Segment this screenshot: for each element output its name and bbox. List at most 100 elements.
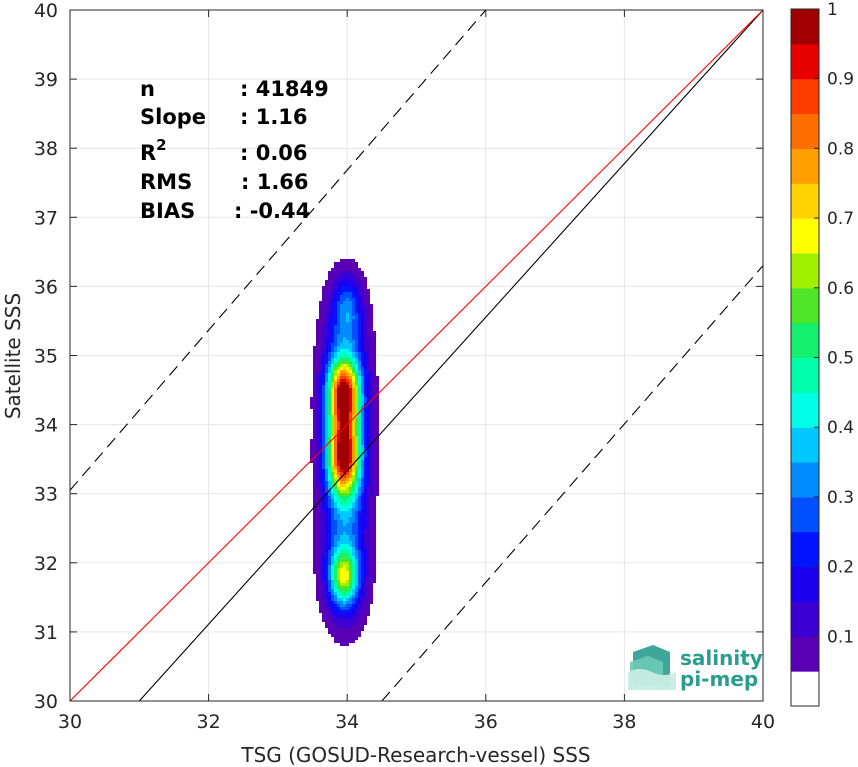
contour-cell — [328, 592, 331, 595]
colorbar-tick-label: 0.2 — [827, 558, 854, 578]
contour-cell — [376, 382, 379, 385]
colorbar-segment — [791, 636, 819, 672]
contour-cell — [319, 334, 322, 337]
contour-cell — [364, 451, 367, 454]
contour-cell — [328, 535, 331, 538]
contour-cell — [352, 412, 355, 415]
contour-cell — [364, 445, 367, 448]
contour-cell — [337, 475, 340, 478]
contour-cell — [352, 586, 355, 589]
contour-cell — [376, 406, 379, 409]
contour-cell — [370, 454, 373, 457]
contour-cell — [322, 352, 325, 355]
contour-cell — [319, 571, 322, 574]
contour-cell — [328, 322, 331, 325]
contour-cell — [331, 328, 334, 331]
contour-cell — [349, 487, 352, 490]
contour-cell — [373, 565, 376, 568]
contour-cell — [337, 388, 340, 391]
contour-cell — [313, 469, 316, 472]
contour-cell — [316, 511, 319, 514]
contour-cell — [346, 382, 349, 385]
contour-cell — [340, 274, 343, 277]
contour-cell — [343, 457, 346, 460]
contour-cell — [331, 460, 334, 463]
contour-cell — [319, 511, 322, 514]
contour-cell — [376, 457, 379, 460]
contour-cell — [334, 271, 337, 274]
contour-cell — [346, 337, 349, 340]
contour-cell — [322, 484, 325, 487]
contour-cell — [334, 385, 337, 388]
contour-cell — [325, 475, 328, 478]
contour-cell — [358, 520, 361, 523]
contour-cell — [343, 343, 346, 346]
contour-cell — [322, 460, 325, 463]
contour-cell — [313, 373, 316, 376]
contour-cell — [358, 628, 361, 631]
contour-cell — [352, 355, 355, 358]
contour-cell — [328, 277, 331, 280]
contour-cell — [367, 541, 370, 544]
contour-cell — [361, 589, 364, 592]
contour-cell — [349, 640, 352, 643]
contour-cell — [361, 625, 364, 628]
contour-cell — [343, 502, 346, 505]
contour-cell — [313, 478, 316, 481]
contour-cell — [328, 616, 331, 619]
contour-cell — [337, 637, 340, 640]
contour-cell — [319, 520, 322, 523]
contour-cell — [358, 409, 361, 412]
contour-cell — [331, 583, 334, 586]
contour-cell — [373, 451, 376, 454]
contour-cell — [367, 529, 370, 532]
contour-cell — [331, 625, 334, 628]
contour-cell — [337, 544, 340, 547]
contour-cell — [328, 628, 331, 631]
contour-cell — [325, 310, 328, 313]
contour-cell — [328, 622, 331, 625]
contour-cell — [370, 550, 373, 553]
contour-cell — [316, 457, 319, 460]
contour-cell — [322, 340, 325, 343]
contour-cell — [346, 355, 349, 358]
contour-cell — [373, 574, 376, 577]
contour-cell — [367, 364, 370, 367]
contour-cell — [337, 373, 340, 376]
contour-cell — [325, 604, 328, 607]
contour-cell — [352, 274, 355, 277]
contour-cell — [373, 511, 376, 514]
contour-cell — [364, 385, 367, 388]
contour-cell — [325, 472, 328, 475]
contour-cell — [310, 439, 313, 442]
contour-cell — [370, 370, 373, 373]
contour-cell — [370, 373, 373, 376]
contour-cell — [346, 604, 349, 607]
contour-cell — [325, 607, 328, 610]
contour-cell — [361, 316, 364, 319]
contour-cell — [349, 403, 352, 406]
contour-cell — [361, 442, 364, 445]
contour-cell — [373, 547, 376, 550]
contour-cell — [370, 592, 373, 595]
contour-cell — [322, 517, 325, 520]
contour-cell — [346, 328, 349, 331]
contour-cell — [334, 304, 337, 307]
contour-cell — [313, 430, 316, 433]
contour-cell — [355, 526, 358, 529]
contour-cell — [334, 565, 337, 568]
contour-cell — [361, 331, 364, 334]
contour-cell — [328, 463, 331, 466]
contour-cell — [334, 403, 337, 406]
contour-cell — [313, 409, 316, 412]
contour-cell — [364, 616, 367, 619]
contour-cell — [355, 373, 358, 376]
contour-cell — [349, 370, 352, 373]
y-tick-label: 30 — [34, 691, 58, 713]
y-tick-label: 33 — [34, 484, 58, 506]
contour-cell — [337, 433, 340, 436]
contour-cell — [346, 286, 349, 289]
contour-cell — [355, 397, 358, 400]
